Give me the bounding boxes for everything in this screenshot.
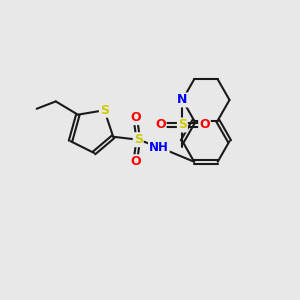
- Text: O: O: [130, 111, 141, 124]
- Text: N: N: [177, 93, 188, 106]
- Text: S: S: [100, 104, 109, 117]
- Text: NH: NH: [149, 141, 169, 154]
- Text: S: S: [178, 118, 187, 131]
- Text: S: S: [134, 133, 143, 146]
- Text: O: O: [199, 118, 210, 131]
- Text: O: O: [130, 155, 141, 168]
- Text: O: O: [155, 118, 166, 131]
